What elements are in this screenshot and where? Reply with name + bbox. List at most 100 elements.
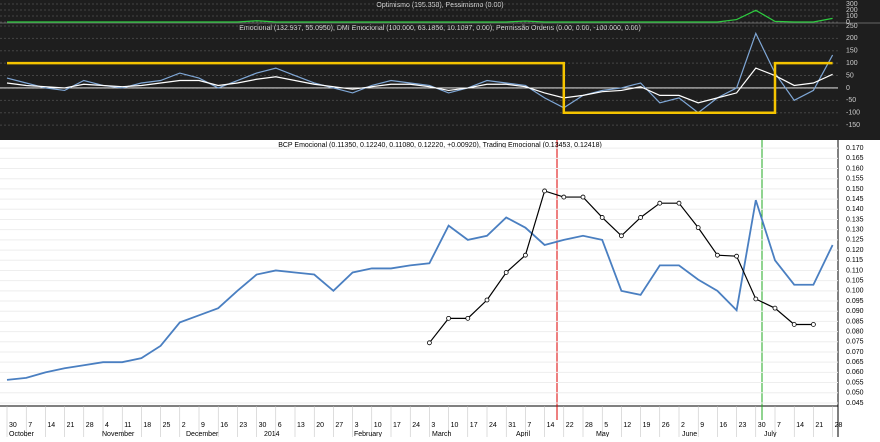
point [426, 340, 432, 346]
month-label: April [516, 431, 530, 437]
x-tick-label: 24 [489, 422, 497, 429]
panel-title: BCP Emocional (0.11350, 0.12240, 0.11080… [278, 142, 602, 149]
y-tick-label: 0.055 [846, 379, 864, 386]
x-tick-label: 10 [451, 422, 459, 429]
point [676, 200, 682, 206]
y-tick-label: 0 [846, 85, 850, 92]
y-tick-label: 0.050 [846, 390, 864, 397]
x-tick-label: 28 [835, 422, 843, 429]
y-tick-label: 0.120 [846, 247, 864, 254]
x-tick-label: 23 [739, 422, 747, 429]
month-label: February [354, 431, 383, 437]
panel-title: Emocional (132.937, 55.0950), DMI Emocio… [239, 25, 641, 32]
point [638, 215, 643, 220]
x-tick-label: 16 [220, 422, 228, 429]
x-tick-label: 6 [278, 422, 282, 429]
y-tick-label: 0.110 [846, 267, 863, 274]
panel-title: Optimismo (195.358), Pessimismo (0.00) [376, 2, 503, 9]
y-tick-label: 200 [846, 35, 858, 42]
point [523, 252, 528, 258]
x-tick-label: 3 [431, 422, 435, 429]
y-tick-label: 0.085 [846, 318, 864, 325]
series-line [6, 31, 834, 114]
y-tick-label: -100 [846, 110, 860, 117]
y-tick-label: 0.115 [846, 257, 863, 264]
y-tick-label: 0.135 [846, 216, 864, 223]
month-label: March [432, 431, 452, 437]
y-tick-label: 0.130 [846, 227, 864, 234]
month-label: July [764, 431, 777, 437]
x-tick-label: 20 [316, 422, 324, 429]
x-tick-label: 9 [700, 422, 704, 429]
y-tick-label: 0.100 [846, 288, 864, 295]
x-tick-label: 14 [47, 422, 55, 429]
y-tick-label: 0.140 [846, 206, 864, 213]
y-tick-label: 100 [846, 60, 858, 67]
x-tick-label: 2 [681, 422, 685, 429]
series-line [7, 61, 833, 114]
y-tick-label: 0.075 [846, 339, 864, 346]
y-tick-label: 150 [846, 48, 858, 55]
y-tick-label: 0.150 [846, 186, 864, 193]
x-tick-label: 21 [815, 422, 823, 429]
y-tick-label: 250 [846, 23, 858, 30]
y-tick-label: 0.160 [846, 165, 864, 172]
series-line [7, 9, 833, 23]
point [580, 194, 586, 200]
x-tick-label: 9 [201, 422, 205, 429]
x-tick-label: 28 [585, 422, 593, 429]
y-tick-label: 0.105 [846, 277, 864, 284]
x-tick-label: 28 [86, 422, 94, 429]
y-tick-label: 0.045 [846, 400, 864, 407]
month-label: May [596, 431, 610, 437]
x-tick-label: 3 [355, 422, 359, 429]
y-tick-label: 0.125 [846, 237, 864, 244]
series-line [6, 199, 834, 381]
x-tick-label: 14 [547, 422, 555, 429]
point [753, 296, 759, 302]
point [446, 315, 452, 321]
y-tick-label: 0.165 [846, 155, 864, 162]
point [503, 270, 509, 275]
x-tick-label: 13 [297, 422, 305, 429]
x-tick-label: 24 [412, 422, 420, 429]
point [465, 315, 471, 321]
y-tick-label: -50 [846, 97, 856, 104]
point [619, 233, 624, 239]
x-tick-label: 5 [604, 422, 608, 429]
x-tick-label: 4 [105, 422, 109, 429]
month-label: November [102, 431, 135, 437]
month-label: June [682, 431, 697, 437]
x-tick-label: 2 [182, 422, 186, 429]
x-tick-label: 25 [163, 422, 171, 429]
y-tick-label: 0.090 [846, 308, 864, 315]
point [542, 188, 547, 194]
month-label: October [9, 431, 35, 437]
x-tick-label: 17 [393, 422, 401, 429]
x-tick-label: 16 [719, 422, 727, 429]
point [791, 322, 797, 327]
y-tick-label: 0.145 [846, 196, 864, 203]
x-tick-label: 14 [796, 422, 804, 429]
x-tick-label: 18 [143, 422, 151, 429]
x-tick-label: 11 [124, 422, 131, 429]
y-tick-label: 0.070 [846, 349, 864, 356]
point [484, 297, 490, 303]
x-tick-label: 7 [777, 422, 781, 429]
point [772, 305, 778, 311]
x-tick-label: 30 [758, 422, 766, 429]
y-tick-label: 0.170 [846, 145, 864, 152]
series-line [428, 190, 814, 344]
y-tick-label: 100 [846, 13, 858, 20]
point [734, 253, 739, 259]
y-tick-label: 0.065 [846, 359, 864, 366]
point [657, 200, 663, 206]
x-tick-label: 22 [566, 422, 574, 429]
point [811, 322, 816, 327]
series-line [6, 67, 833, 104]
y-tick-label: 0.095 [846, 298, 864, 305]
x-tick-label: 7 [527, 422, 531, 429]
x-tick-label: 19 [643, 422, 651, 429]
